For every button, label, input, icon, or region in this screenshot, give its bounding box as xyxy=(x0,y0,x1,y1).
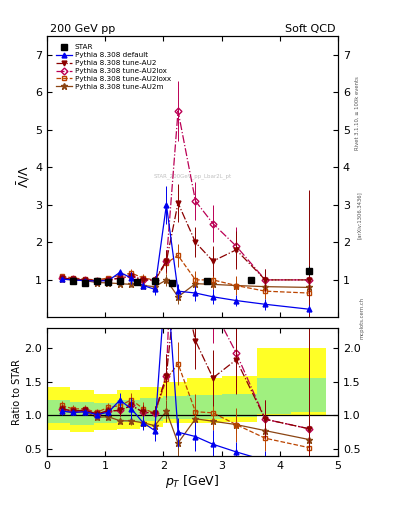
Text: mcplots.cern.ch: mcplots.cern.ch xyxy=(359,296,364,338)
Legend: STAR, Pythia 8.308 default, Pythia 8.308 tune-AU2, Pythia 8.308 tune-AU2lox, Pyt: STAR, Pythia 8.308 default, Pythia 8.308… xyxy=(54,42,173,92)
Y-axis label: Ratio to STAR: Ratio to STAR xyxy=(12,359,22,424)
Y-axis label: $\bar{\Lambda}/\Lambda$: $\bar{\Lambda}/\Lambda$ xyxy=(16,165,32,188)
Text: Rivet 3.1.10, ≥ 100k events: Rivet 3.1.10, ≥ 100k events xyxy=(355,76,360,150)
Text: Soft QCD: Soft QCD xyxy=(285,24,335,34)
Text: STAR_200GeV_pp_Lbar2L_pt: STAR_200GeV_pp_Lbar2L_pt xyxy=(154,174,231,180)
Text: [arXiv:1306.3436]: [arXiv:1306.3436] xyxy=(357,191,362,239)
Text: 200 GeV pp: 200 GeV pp xyxy=(50,24,115,34)
X-axis label: $p_T$ [GeV]: $p_T$ [GeV] xyxy=(165,473,220,490)
